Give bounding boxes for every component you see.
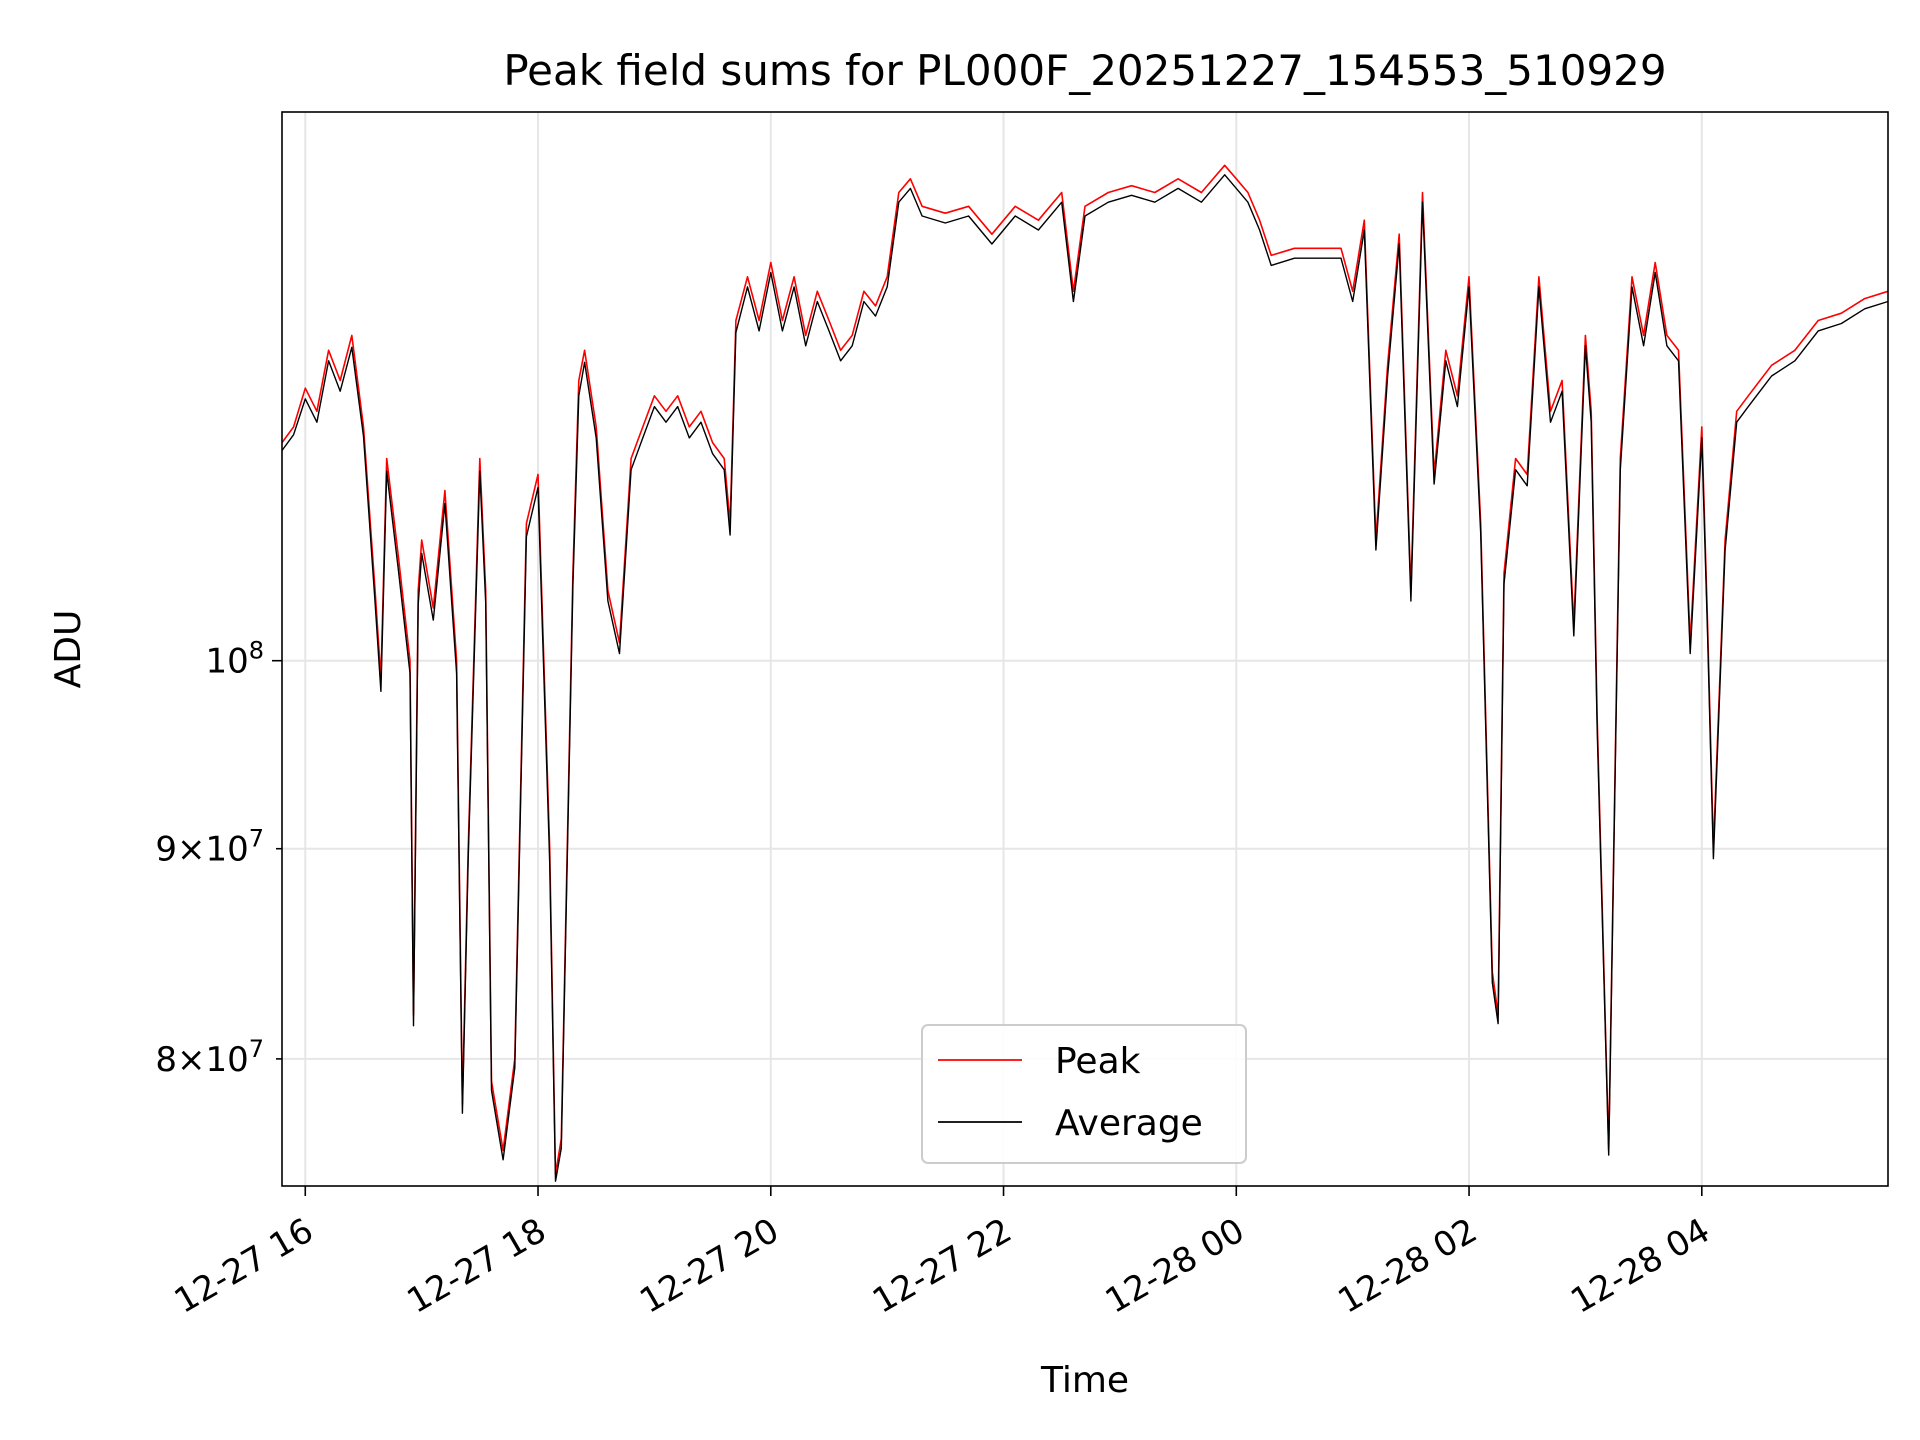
legend-label-average: Average [1055,1103,1203,1144]
y-tick-label: 8×107 [155,1035,264,1080]
y-axis-label: ADU [48,610,89,689]
series-line-average [281,174,1889,1182]
legend-label-peak: Peak [1055,1041,1141,1082]
legend: Peak Average [921,1024,1247,1164]
x-axis-label: Time [1040,1360,1129,1401]
axes-frame [281,111,1889,1187]
y-tick-label: 9×107 [155,825,264,870]
chart-title: Peak field sums for PL000F_20251227_1545… [503,46,1666,95]
plot-series [281,164,1889,1182]
